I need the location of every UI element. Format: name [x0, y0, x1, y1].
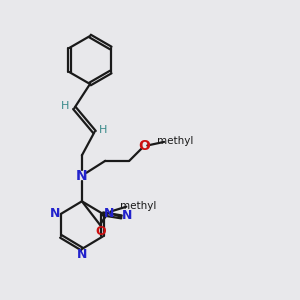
Text: N: N: [50, 207, 60, 220]
Text: N: N: [77, 248, 87, 262]
Text: H: H: [99, 125, 108, 135]
Text: H: H: [61, 101, 70, 111]
Text: O: O: [95, 225, 106, 238]
Text: methyl: methyl: [157, 136, 194, 146]
Text: N: N: [122, 209, 133, 222]
Text: methyl: methyl: [119, 201, 156, 211]
Text: O: O: [138, 140, 150, 153]
Text: N: N: [76, 169, 88, 183]
Text: N: N: [104, 207, 114, 220]
